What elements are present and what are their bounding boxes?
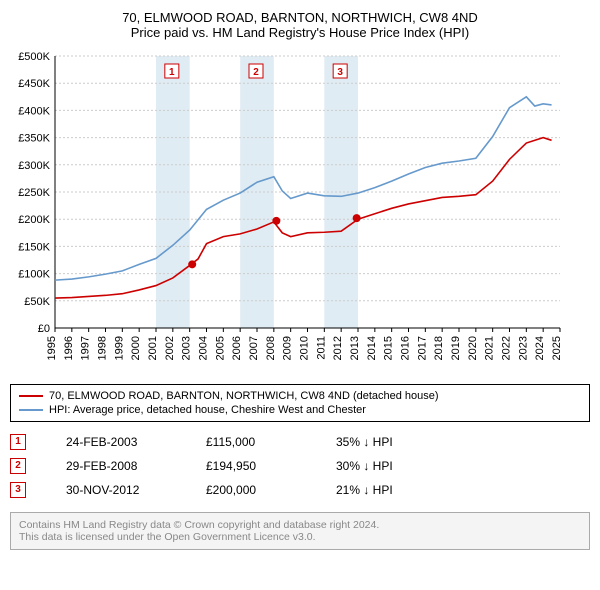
sale-marker-dot (272, 217, 280, 225)
x-tick-label: 2025 (551, 336, 563, 360)
sale-date: 24-FEB-2003 (66, 435, 176, 449)
x-tick-label: 2015 (383, 336, 395, 360)
title-line2: Price paid vs. HM Land Registry's House … (10, 25, 590, 40)
y-tick-label: £350K (18, 133, 50, 145)
x-tick-label: 2019 (450, 336, 462, 360)
legend-label: 70, ELMWOOD ROAD, BARNTON, NORTHWICH, CW… (49, 390, 439, 402)
sale-badge: 2 (249, 64, 263, 78)
sale-delta: 35% ↓ HPI (336, 435, 436, 449)
price-chart: £0 £50K £100K £150K £200K £250K £300K £350K £400… (10, 48, 570, 378)
sale-badge: 3 (333, 64, 347, 78)
svg-text:2: 2 (253, 67, 259, 78)
x-tick-label: 2007 (248, 336, 260, 360)
x-tick-label: 2017 (416, 336, 428, 360)
footnote-line1: Contains HM Land Registry data © Crown c… (19, 519, 581, 531)
sale-row: 2 29-FEB-2008 £194,950 30% ↓ HPI (10, 454, 590, 478)
legend-item: HPI: Average price, detached house, Ches… (19, 403, 581, 417)
x-tick-label: 1998 (97, 336, 109, 360)
sale-price: £115,000 (206, 435, 306, 449)
x-tick-label: 2020 (467, 336, 479, 360)
svg-text:1: 1 (169, 67, 175, 78)
sale-marker-dot (188, 260, 196, 268)
x-tick-label: 2000 (130, 336, 142, 360)
x-tick-label: 2005 (214, 336, 226, 360)
x-tick-label: 2003 (181, 336, 193, 360)
legend-swatch (19, 409, 43, 411)
sale-price: £200,000 (206, 483, 306, 497)
x-tick-label: 2001 (147, 336, 159, 360)
x-tick-label: 2011 (315, 336, 327, 360)
legend-item: 70, ELMWOOD ROAD, BARNTON, NORTHWICH, CW… (19, 389, 581, 403)
sale-row: 3 30-NOV-2012 £200,000 21% ↓ HPI (10, 478, 590, 502)
sales-table: 1 24-FEB-2003 £115,000 35% ↓ HPI 2 29-FEB-200… (10, 430, 590, 502)
y-tick-label: £200K (18, 214, 50, 226)
hpi-line (55, 97, 552, 280)
x-tick-label: 1995 (46, 336, 58, 360)
y-tick-label: £300K (18, 160, 50, 172)
x-tick-label: 2002 (164, 336, 176, 360)
footnote-line2: This data is licensed under the Open Gov… (19, 531, 581, 543)
y-tick-label: £250K (18, 187, 50, 199)
x-tick-label: 2018 (433, 336, 445, 360)
y-tick-label: £150K (18, 241, 50, 253)
y-tick-label: £0 (38, 323, 50, 335)
x-tick-label: 1996 (63, 336, 75, 360)
y-tick-label: £400K (18, 105, 50, 117)
x-tick-label: 1999 (113, 336, 125, 360)
sale-badge-icon: 3 (10, 482, 26, 498)
chart-title-block: 70, ELMWOOD ROAD, BARNTON, NORTHWICH, CW… (10, 10, 590, 40)
sale-price: £194,950 (206, 459, 306, 473)
sale-marker-dot (353, 214, 361, 222)
sale-date: 29-FEB-2008 (66, 459, 176, 473)
sale-delta: 30% ↓ HPI (336, 459, 436, 473)
svg-text:3: 3 (337, 67, 343, 78)
y-tick-label: £100K (18, 269, 50, 281)
x-tick-label: 2012 (332, 336, 344, 360)
sale-delta: 21% ↓ HPI (336, 483, 436, 497)
x-tick-label: 2016 (400, 336, 412, 360)
chart-container: £0 £50K £100K £150K £200K £250K £300K £350K £400… (10, 48, 590, 378)
legend-label: HPI: Average price, detached house, Ches… (49, 404, 366, 416)
y-tick-label: £50K (24, 296, 50, 308)
sale-badge: 1 (165, 64, 179, 78)
sale-row: 1 24-FEB-2003 £115,000 35% ↓ HPI (10, 430, 590, 454)
footnote: Contains HM Land Registry data © Crown c… (10, 512, 590, 550)
y-tick-label: £500K (18, 51, 50, 63)
x-tick-label: 2010 (299, 336, 311, 360)
x-tick-label: 2023 (517, 336, 529, 360)
sale-badge-icon: 2 (10, 458, 26, 474)
title-line1: 70, ELMWOOD ROAD, BARNTON, NORTHWICH, CW… (10, 10, 590, 25)
legend: 70, ELMWOOD ROAD, BARNTON, NORTHWICH, CW… (10, 384, 590, 422)
x-tick-label: 2008 (265, 336, 277, 360)
x-tick-label: 2022 (501, 336, 513, 360)
sale-badge-icon: 1 (10, 434, 26, 450)
y-tick-label: £450K (18, 78, 50, 90)
x-tick-label: 2024 (534, 336, 546, 360)
x-tick-label: 2006 (231, 336, 243, 360)
x-tick-label: 2013 (349, 336, 361, 360)
x-tick-label: 1997 (80, 336, 92, 360)
x-tick-label: 2014 (366, 336, 378, 360)
x-tick-label: 2009 (282, 336, 294, 360)
sale-date: 30-NOV-2012 (66, 483, 176, 497)
x-tick-label: 2004 (198, 336, 210, 360)
legend-swatch (19, 395, 43, 397)
x-tick-label: 2021 (484, 336, 496, 360)
